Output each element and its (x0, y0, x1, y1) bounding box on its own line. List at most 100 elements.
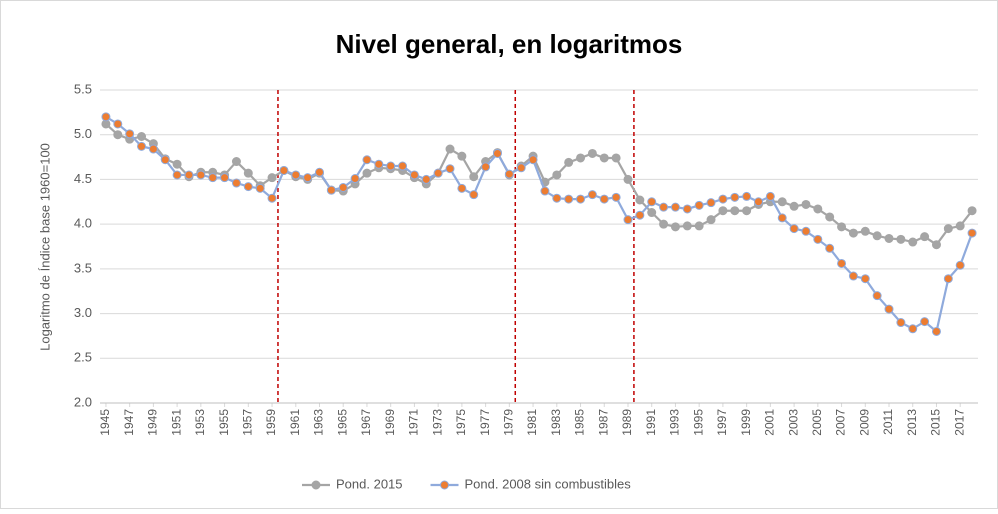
series-marker (587, 148, 597, 158)
series-marker (813, 234, 823, 244)
series-marker (362, 168, 372, 178)
series-marker (694, 200, 704, 210)
series-marker (682, 204, 692, 214)
series-marker (896, 234, 906, 244)
x-tick-label: 1999 (739, 409, 753, 436)
series-marker (943, 274, 953, 284)
series-marker (718, 206, 728, 216)
series-marker (872, 231, 882, 241)
x-tick-label: 1965 (335, 409, 349, 436)
series-marker (730, 206, 740, 216)
series-marker (196, 170, 206, 180)
series-marker (409, 170, 419, 180)
series-marker (742, 206, 752, 216)
series-marker (231, 178, 241, 188)
series-marker (599, 153, 609, 163)
series-marker (647, 197, 657, 207)
series-marker (398, 161, 408, 171)
series-marker (920, 232, 930, 242)
series-marker (267, 193, 277, 203)
series-marker (623, 215, 633, 225)
series-marker (931, 240, 941, 250)
series-marker (576, 153, 586, 163)
y-tick-label: 5.5 (74, 81, 92, 96)
series-marker (908, 237, 918, 247)
series-marker (694, 221, 704, 231)
series-marker (113, 119, 123, 129)
x-tick-label: 1995 (691, 409, 705, 436)
x-tick-label: 1945 (98, 409, 112, 436)
series-marker (860, 226, 870, 236)
series-marker (611, 192, 621, 202)
series-marker (837, 222, 847, 232)
series-marker (208, 173, 218, 183)
chart-title: Nivel general, en logaritmos (336, 29, 683, 59)
series-marker (754, 197, 763, 207)
x-tick-label: 1985 (573, 409, 587, 436)
series-marker (492, 148, 502, 158)
x-tick-label: 1979 (502, 409, 516, 436)
series-marker (825, 212, 835, 222)
series-marker (113, 130, 123, 140)
series-marker (635, 195, 645, 205)
series-marker (374, 159, 384, 169)
series-marker (291, 170, 301, 180)
series-marker (184, 170, 194, 180)
series-marker (243, 182, 253, 192)
x-tick-label: 1959 (264, 409, 278, 436)
series-marker (742, 191, 752, 201)
series-marker (670, 222, 680, 232)
x-tick-label: 1975 (454, 409, 468, 436)
x-tick-label: 1961 (288, 409, 302, 436)
series-marker (125, 129, 135, 139)
series-marker (255, 183, 265, 193)
series-marker (552, 193, 562, 203)
series-marker (231, 157, 241, 167)
series-marker (564, 194, 574, 204)
series-marker (540, 186, 550, 196)
x-tick-label: 2013 (905, 409, 919, 436)
series-marker (718, 194, 728, 204)
series-marker (576, 194, 586, 204)
series-marker (884, 304, 894, 314)
series-marker (967, 228, 977, 238)
series-marker (243, 168, 253, 178)
series-marker (635, 210, 645, 220)
x-tick-label: 1997 (715, 409, 729, 436)
legend-label: Pond. 2015 (336, 476, 403, 491)
series-marker (160, 155, 170, 165)
series-marker (931, 326, 941, 336)
series-marker (445, 164, 455, 174)
series-marker (303, 173, 313, 183)
series-marker (623, 174, 633, 184)
series-marker (172, 159, 182, 169)
series-marker (220, 173, 230, 183)
series-marker (777, 213, 787, 223)
series-marker (552, 170, 562, 180)
series-marker (326, 185, 336, 195)
series-marker (801, 199, 811, 209)
x-tick-label: 2009 (857, 409, 871, 436)
series-marker (647, 208, 657, 218)
x-tick-label: 2011 (881, 409, 895, 435)
x-tick-label: 2017 (952, 409, 966, 436)
x-tick-label: 1953 (193, 409, 207, 436)
series-marker (670, 202, 680, 212)
x-tick-label: 1987 (596, 409, 610, 436)
series-marker (967, 206, 977, 216)
series-marker (469, 172, 479, 182)
x-tick-label: 1955 (217, 409, 231, 436)
series-marker (587, 190, 597, 200)
series-marker (908, 324, 918, 334)
x-tick-label: 1989 (620, 409, 634, 436)
legend-marker (440, 480, 450, 490)
series-marker (659, 202, 669, 212)
series-marker (445, 144, 455, 154)
x-tick-label: 1969 (383, 409, 397, 436)
y-tick-label: 3.0 (74, 305, 92, 320)
x-tick-label: 2007 (834, 409, 848, 436)
x-tick-label: 1957 (240, 409, 254, 436)
series-marker (315, 167, 324, 177)
x-tick-label: 1973 (430, 409, 444, 436)
